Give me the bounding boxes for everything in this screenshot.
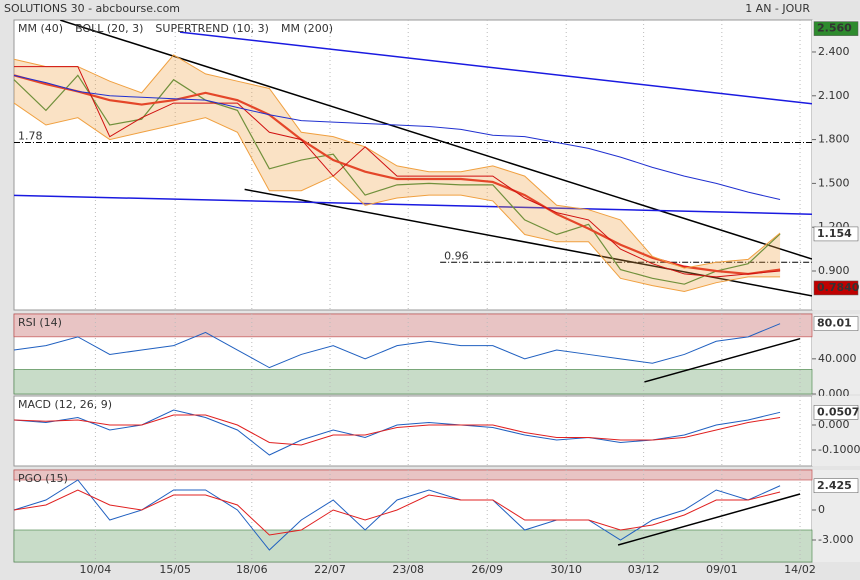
y-tick-label: 40.000 bbox=[818, 352, 857, 365]
value-marker bbox=[813, 478, 859, 493]
value-marker-label: 80.01 bbox=[817, 317, 852, 330]
value-marker bbox=[813, 280, 859, 296]
y-tick-label: 2.100 bbox=[818, 89, 850, 102]
y-tick-label: 0.900 bbox=[818, 264, 850, 277]
axis-area bbox=[812, 20, 860, 310]
trend-line bbox=[14, 194, 812, 215]
oversold-zone bbox=[13, 369, 813, 395]
x-tick-label: 10/04 bbox=[80, 563, 112, 576]
panel-title: PGO (15) bbox=[18, 472, 68, 485]
value-marker bbox=[813, 226, 859, 242]
legend-entry: BOLL (20, 3) bbox=[75, 22, 143, 35]
x-tick-label: 18/06 bbox=[236, 563, 268, 576]
reference-label: 0.96 bbox=[444, 249, 469, 262]
series-line bbox=[13, 74, 781, 285]
series-line bbox=[13, 74, 781, 200]
legend-entry: MM (40) bbox=[18, 22, 63, 35]
trend-line bbox=[60, 20, 812, 260]
panel-title: MACD (12, 26, 9) bbox=[18, 398, 112, 411]
value-marker-label: 0.7840 bbox=[817, 281, 860, 294]
y-tick-label: -0.1000 bbox=[818, 443, 860, 456]
y-tick-label: 1.500 bbox=[818, 176, 850, 189]
x-tick-label: 23/08 bbox=[392, 563, 424, 576]
x-tick-label: 30/10 bbox=[550, 563, 582, 576]
series-line bbox=[13, 74, 781, 276]
value-marker-label: 1.154 bbox=[817, 227, 852, 240]
y-tick-label: -3.000 bbox=[818, 533, 853, 546]
x-tick-label: 09/01 bbox=[706, 563, 738, 576]
header-title: SOLUTIONS 30 - abcbourse.com bbox=[4, 2, 180, 15]
reference-label: 1.78 bbox=[18, 130, 43, 143]
x-tick-label: 15/05 bbox=[159, 563, 191, 576]
y-tick-label: 0.000 bbox=[818, 418, 850, 431]
trend-line bbox=[244, 188, 812, 297]
trend-line bbox=[644, 337, 801, 383]
overbought-zone bbox=[13, 469, 813, 481]
trend-line bbox=[617, 493, 801, 546]
oversold-zone bbox=[13, 529, 813, 563]
panel-title: RSI (14) bbox=[18, 316, 62, 329]
header-period: 1 AN - JOUR bbox=[745, 2, 810, 15]
legend-entry: MM (200) bbox=[281, 22, 333, 35]
overbought-zone bbox=[13, 313, 813, 338]
trend-line bbox=[179, 31, 812, 105]
value-marker bbox=[813, 21, 859, 36]
value-marker-label: 0.0507 bbox=[817, 405, 859, 418]
series-line bbox=[13, 414, 781, 446]
panel bbox=[13, 19, 813, 311]
x-tick-label: 14/02 bbox=[784, 563, 816, 576]
x-tick-label: 03/12 bbox=[628, 563, 660, 576]
series-line bbox=[13, 323, 781, 369]
y-tick-label: 2.400 bbox=[818, 45, 850, 58]
y-tick-label: 1.800 bbox=[818, 133, 850, 146]
series-line bbox=[14, 66, 781, 278]
band-fill bbox=[14, 54, 781, 292]
band-edge bbox=[13, 54, 781, 269]
value-marker bbox=[813, 316, 859, 331]
value-marker bbox=[813, 405, 859, 420]
series-line bbox=[13, 489, 781, 536]
x-tick-label: 22/07 bbox=[314, 563, 346, 576]
x-tick-label: 26/09 bbox=[471, 563, 503, 576]
legend-entry: SUPERTREND (10, 3) bbox=[155, 22, 269, 35]
band-edge bbox=[13, 102, 781, 292]
value-marker-label: 2.560 bbox=[817, 22, 852, 35]
y-tick-label: 0 bbox=[818, 503, 825, 516]
value-marker-label: 2.425 bbox=[817, 479, 852, 492]
panel bbox=[13, 395, 813, 467]
